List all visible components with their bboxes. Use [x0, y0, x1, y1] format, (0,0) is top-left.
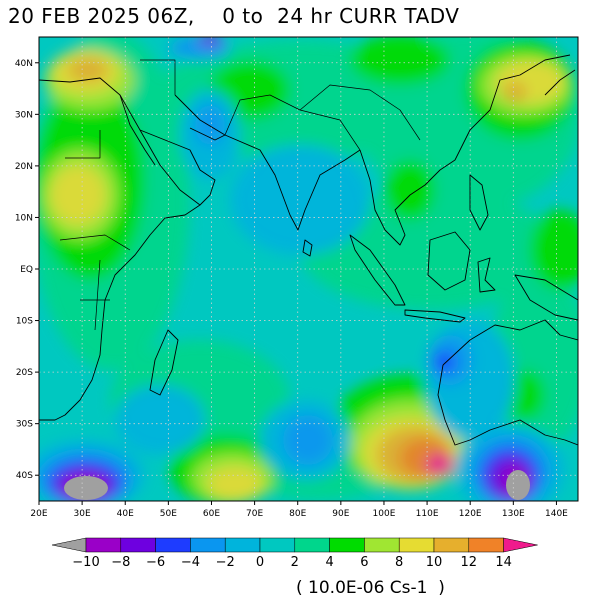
colorbar-arrow-high	[503, 537, 538, 553]
advection-field	[39, 37, 578, 501]
lon-tick-label: 50E	[160, 509, 177, 519]
lat-tick-label: 30S	[16, 420, 33, 430]
colorbar-swatch	[433, 537, 470, 553]
colorbar-label: −2	[216, 555, 235, 570]
colorbar-label: −10	[72, 555, 99, 570]
lon-tick-label: 70E	[246, 509, 263, 519]
lon-tick-label: 110E	[416, 509, 439, 519]
madagascar	[149, 329, 179, 396]
chart-title: 20 FEB 2025 06Z, 0 to 24 hr CURR TADV	[8, 4, 460, 28]
sri-lanka	[302, 239, 313, 257]
java	[404, 309, 466, 323]
lon-tick-label: 80E	[289, 509, 306, 519]
colorbar-swatch	[190, 537, 226, 553]
colorbar-swatch	[468, 537, 504, 553]
colorbar-label: 2	[291, 555, 299, 570]
lon-tick-label: 40E	[117, 509, 134, 519]
lon-tick-label: 20E	[30, 509, 47, 519]
lat-tick-label: 40N	[15, 59, 33, 69]
lon-tick-label: 30E	[74, 509, 91, 519]
se-asia-coast	[359, 54, 571, 246]
colorbar-label: 6	[360, 555, 368, 570]
colorbar-label: 14	[495, 555, 512, 570]
lat-tick-label: 40S	[16, 471, 33, 481]
colorbar-swatch	[398, 537, 435, 553]
philippines	[469, 174, 489, 231]
sulawesi	[477, 257, 496, 293]
lon-tick-label: 100E	[373, 509, 396, 519]
colorbar-unit: ( 10.0E-06 Cs-1 )	[296, 578, 445, 598]
borneo	[427, 231, 471, 291]
colorbar-label: −8	[111, 555, 130, 570]
lat-tick-label: EQ	[20, 265, 33, 275]
colorbar-arrow-low	[51, 537, 87, 553]
colorbar-swatch	[294, 537, 330, 553]
colorbar-swatch	[224, 537, 261, 553]
lat-tick-label: 10N	[15, 213, 33, 223]
colorbar-label: 12	[461, 555, 478, 570]
lat-tick-label: 10S	[16, 317, 33, 327]
colorbar-label: 4	[325, 555, 333, 570]
colorbar-swatch	[329, 537, 365, 553]
lon-tick-label: 120E	[459, 509, 482, 519]
cold-core-west	[64, 476, 108, 500]
colorbar-swatch	[120, 537, 156, 553]
australia-coast	[437, 319, 578, 446]
country-borders	[59, 59, 421, 331]
colorbar-swatch	[85, 537, 122, 553]
colorbar-label: 8	[395, 555, 403, 570]
lon-tick-label: 90E	[332, 509, 349, 519]
colorbar-label: −4	[181, 555, 200, 570]
colorbar-label: −6	[146, 555, 165, 570]
colorbar-swatch	[155, 537, 191, 553]
cold-core-east	[506, 470, 530, 500]
lon-tick-label: 130E	[502, 509, 525, 519]
colorbar: −10 −8 −6 −4 −2 0 2 4 6 8 10 12 14	[51, 537, 538, 570]
red-sea-coast	[119, 94, 216, 206]
lat-tick-label: 20S	[16, 368, 33, 378]
coastlines	[39, 54, 578, 446]
graticule	[39, 37, 578, 501]
lat-tick-label: 30N	[15, 110, 33, 120]
sumatra	[349, 234, 406, 306]
lon-tick-label: 60E	[203, 509, 220, 519]
lat-tick-label: 20N	[15, 162, 33, 172]
colorbar-label: 10	[426, 555, 443, 570]
new-guinea	[514, 274, 578, 321]
japan	[544, 69, 576, 96]
colorbar-swatch	[364, 537, 400, 553]
india-coast	[224, 134, 361, 231]
africa-arabia-coast	[39, 77, 201, 421]
map-axes: 20E 30E 40E 50E 60E 70E 80E 90E 100E 110E 120E 130E…	[15, 59, 568, 519]
colorbar-swatch	[259, 537, 296, 553]
colorbar-label: 0	[256, 555, 264, 570]
lon-tick-label: 140E	[545, 509, 568, 519]
